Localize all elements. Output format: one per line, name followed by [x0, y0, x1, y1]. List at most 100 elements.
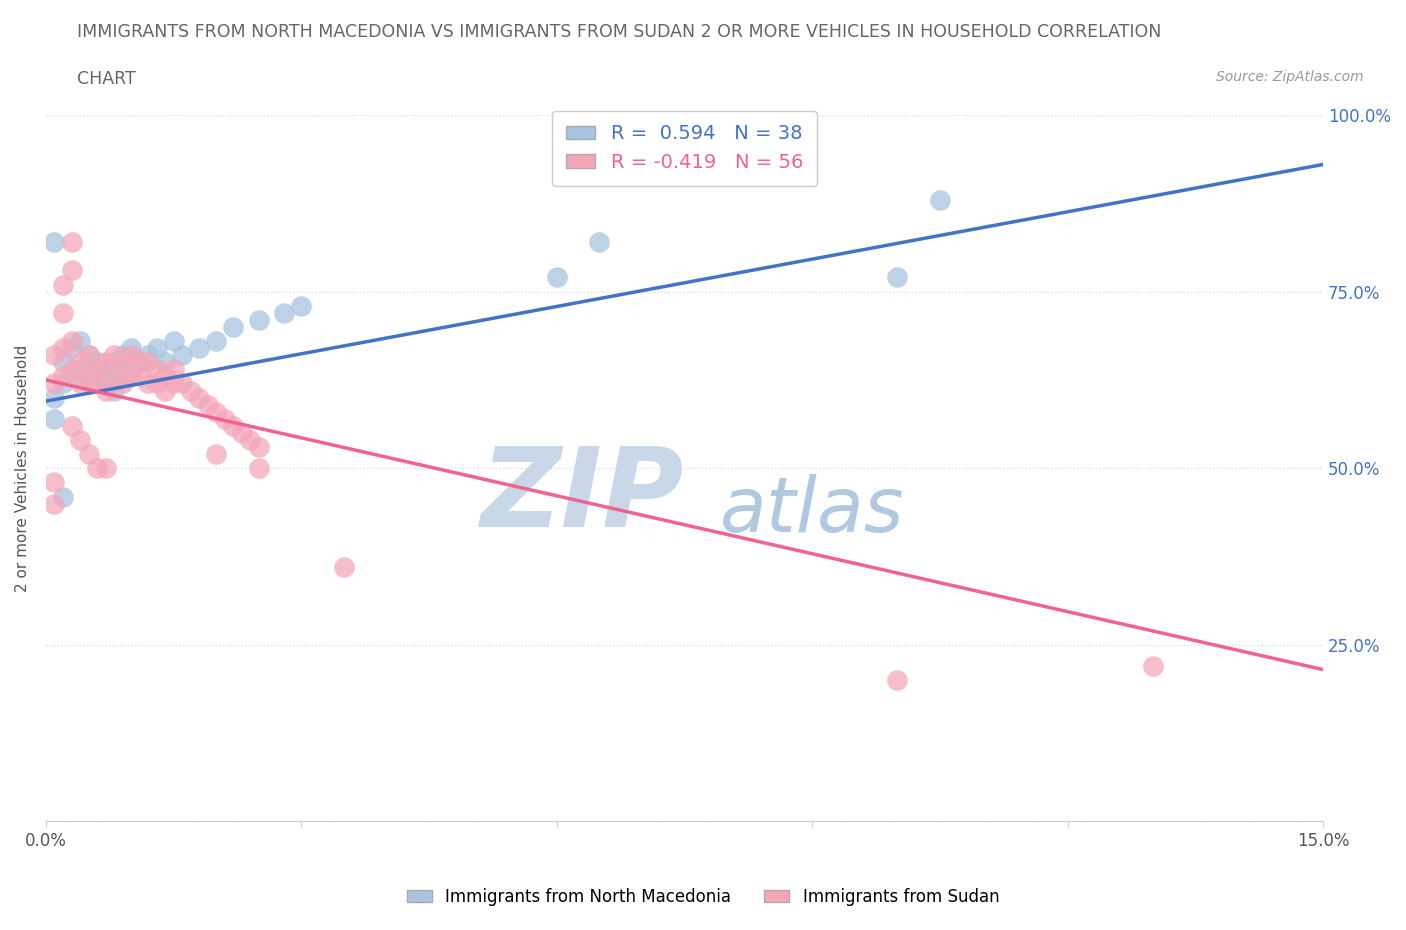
- Point: [197, 397, 219, 412]
- Point: [60, 263, 83, 278]
- Point: [86, 362, 108, 377]
- Point: [77, 348, 100, 363]
- Point: [163, 362, 186, 377]
- Point: [247, 440, 270, 455]
- Point: [273, 305, 295, 320]
- Point: [214, 411, 236, 426]
- Point: [86, 369, 108, 384]
- Point: [44, 376, 66, 391]
- Point: [60, 418, 83, 433]
- Point: [86, 376, 108, 391]
- Point: [188, 391, 211, 405]
- Point: [120, 348, 142, 363]
- Point: [153, 369, 176, 384]
- Point: [180, 383, 202, 398]
- Point: [52, 340, 75, 355]
- Point: [94, 460, 117, 475]
- Point: [52, 305, 75, 320]
- Point: [128, 355, 150, 370]
- Point: [886, 270, 908, 285]
- Text: CHART: CHART: [77, 70, 136, 87]
- Point: [247, 312, 270, 327]
- Point: [546, 270, 568, 285]
- Point: [77, 446, 100, 461]
- Point: [103, 355, 125, 370]
- Point: [929, 193, 952, 207]
- Point: [172, 376, 194, 391]
- Point: [222, 418, 245, 433]
- Point: [145, 362, 167, 377]
- Point: [290, 299, 312, 313]
- Point: [103, 369, 125, 384]
- Point: [136, 348, 159, 363]
- Point: [44, 391, 66, 405]
- Text: ZIP: ZIP: [481, 443, 685, 550]
- Point: [120, 340, 142, 355]
- Y-axis label: 2 or more Vehicles in Household: 2 or more Vehicles in Household: [15, 345, 30, 591]
- Point: [44, 475, 66, 490]
- Point: [222, 320, 245, 335]
- Point: [136, 376, 159, 391]
- Point: [103, 348, 125, 363]
- Point: [69, 355, 91, 370]
- Point: [111, 348, 134, 363]
- Point: [77, 348, 100, 363]
- Point: [94, 355, 117, 370]
- Point: [128, 355, 150, 370]
- Point: [44, 234, 66, 249]
- Point: [86, 355, 108, 370]
- Point: [77, 376, 100, 391]
- Point: [77, 369, 100, 384]
- Point: [588, 234, 610, 249]
- Point: [136, 355, 159, 370]
- Point: [69, 362, 91, 377]
- Point: [111, 376, 134, 391]
- Point: [60, 362, 83, 377]
- Text: Source: ZipAtlas.com: Source: ZipAtlas.com: [1216, 70, 1364, 84]
- Point: [239, 432, 262, 447]
- Point: [94, 376, 117, 391]
- Point: [103, 383, 125, 398]
- Point: [145, 376, 167, 391]
- Point: [52, 369, 75, 384]
- Point: [153, 383, 176, 398]
- Point: [44, 496, 66, 511]
- Legend: Immigrants from North Macedonia, Immigrants from Sudan: Immigrants from North Macedonia, Immigra…: [401, 881, 1005, 912]
- Point: [205, 446, 228, 461]
- Point: [69, 334, 91, 349]
- Point: [145, 340, 167, 355]
- Point: [111, 369, 134, 384]
- Point: [231, 426, 253, 441]
- Point: [52, 277, 75, 292]
- Point: [44, 411, 66, 426]
- Point: [94, 362, 117, 377]
- Point: [52, 489, 75, 504]
- Legend: R =  0.594   N = 38, R = -0.419   N = 56: R = 0.594 N = 38, R = -0.419 N = 56: [553, 111, 817, 186]
- Point: [153, 355, 176, 370]
- Point: [163, 376, 186, 391]
- Point: [163, 334, 186, 349]
- Point: [111, 355, 134, 370]
- Point: [1142, 658, 1164, 673]
- Point: [86, 460, 108, 475]
- Point: [44, 348, 66, 363]
- Point: [94, 383, 117, 398]
- Point: [120, 369, 142, 384]
- Point: [60, 340, 83, 355]
- Point: [52, 355, 75, 370]
- Point: [69, 376, 91, 391]
- Point: [120, 362, 142, 377]
- Point: [886, 672, 908, 687]
- Point: [205, 405, 228, 419]
- Point: [128, 369, 150, 384]
- Point: [188, 340, 211, 355]
- Point: [333, 560, 356, 575]
- Point: [247, 460, 270, 475]
- Point: [60, 334, 83, 349]
- Point: [60, 369, 83, 384]
- Text: IMMIGRANTS FROM NORTH MACEDONIA VS IMMIGRANTS FROM SUDAN 2 OR MORE VEHICLES IN H: IMMIGRANTS FROM NORTH MACEDONIA VS IMMIG…: [77, 23, 1161, 41]
- Point: [69, 432, 91, 447]
- Text: atlas: atlas: [720, 473, 904, 548]
- Point: [52, 376, 75, 391]
- Point: [172, 348, 194, 363]
